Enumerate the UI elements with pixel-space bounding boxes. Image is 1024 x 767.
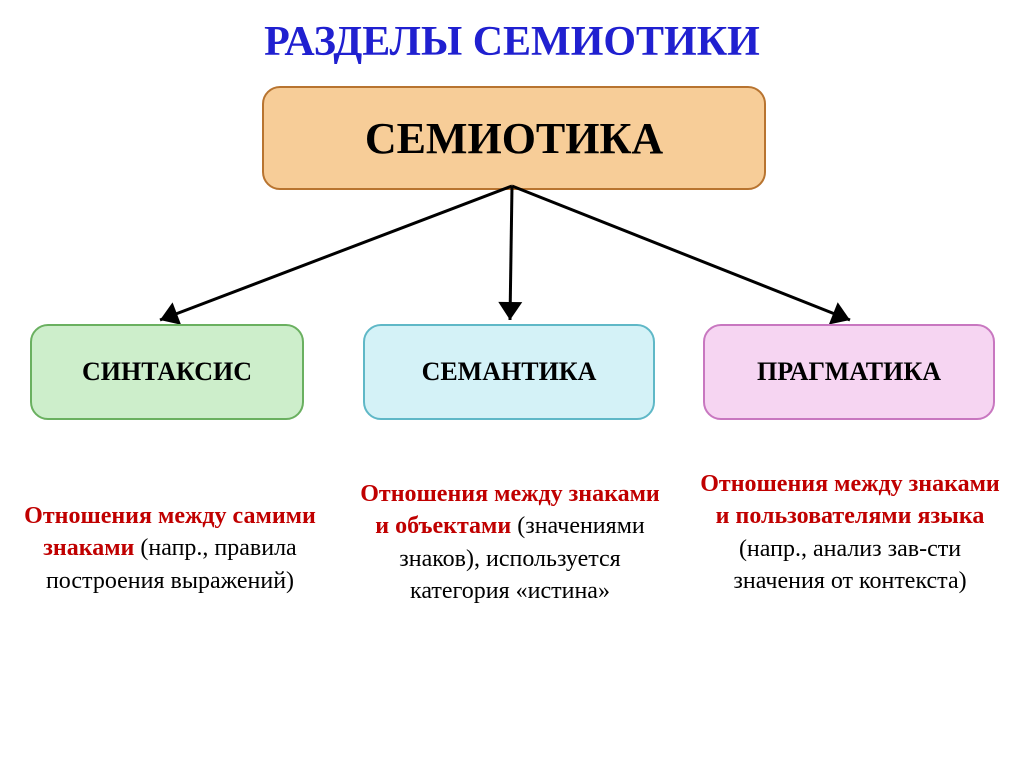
child-node-2: ПРАГМАТИКА — [703, 324, 995, 420]
child-node-0: СИНТАКСИС — [30, 324, 304, 420]
child-node-label: СИНТАКСИС — [82, 357, 252, 387]
arrow-head-0 — [160, 302, 181, 324]
arrow-line-1 — [510, 186, 512, 320]
diagram-title: РАЗДЕЛЫ СЕМИОТИКИ — [0, 0, 1024, 66]
arrow-head-1 — [498, 302, 522, 320]
child-desc-2: Отношения между знаками и пользователями… — [700, 468, 1000, 598]
child-node-label: СЕМАНТИКА — [422, 357, 597, 387]
child-node-label: ПРАГМАТИКА — [757, 357, 941, 387]
arrow-head-2 — [829, 302, 850, 324]
child-desc-1: Отношения между знаками и объектами (зна… — [355, 478, 665, 608]
child-desc-rest: (напр., анализ зав-сти значения от конте… — [733, 536, 966, 594]
root-node-label: СЕМИОТИКА — [365, 113, 663, 164]
root-node: СЕМИОТИКА — [262, 86, 766, 190]
arrow-line-2 — [512, 186, 850, 320]
child-desc-bold: Отношения между знаками и пользователями… — [700, 471, 1000, 529]
child-node-1: СЕМАНТИКА — [363, 324, 655, 420]
child-desc-0: Отношения между самими знаками (напр., п… — [20, 500, 320, 597]
arrow-line-0 — [160, 186, 512, 320]
